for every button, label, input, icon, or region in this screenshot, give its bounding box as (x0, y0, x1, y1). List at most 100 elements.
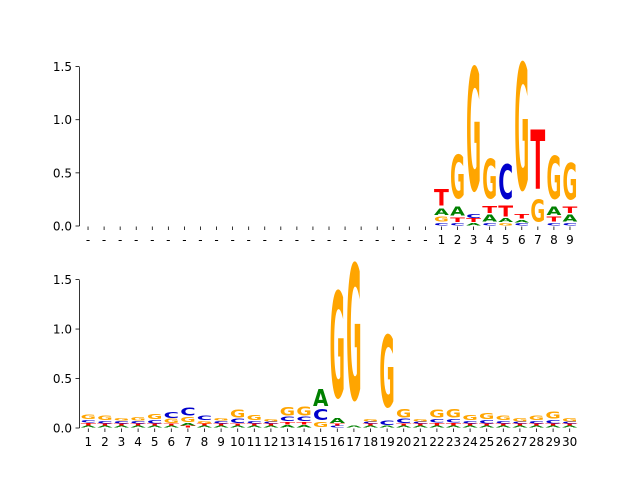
logo-letter-g: G (197, 420, 212, 424)
x-tick-label: 15 (313, 435, 328, 449)
x-tick-label: - (230, 233, 234, 247)
logo-letter-c: C (446, 418, 461, 423)
logo-letter-g: G (379, 315, 394, 430)
logo-letter-c: C (429, 418, 444, 423)
logo-letter-t: T (180, 425, 195, 428)
logo-letter-g: G (213, 417, 228, 421)
x-tick-label: 16 (330, 435, 345, 449)
x-tick-label: 29 (545, 435, 560, 449)
logo-letter-g: G (450, 144, 465, 213)
logo-letter-a: A (562, 426, 577, 429)
logo-letter-a: A (546, 204, 562, 218)
x-tick-label: 11 (247, 435, 262, 449)
x-tick-label: 21 (413, 435, 428, 449)
x-tick-label: 4 (134, 435, 142, 449)
logo-letter-a: A (529, 426, 544, 429)
x-tick-label: - (102, 233, 106, 247)
logo-letter-a: A (413, 426, 428, 429)
logo-letter-c: C (546, 222, 561, 226)
x-tick-label: 1 (438, 233, 446, 247)
x-tick-label: 22 (429, 435, 444, 449)
logo-letter-t: T (164, 424, 179, 427)
logo-letter-g: G (147, 413, 162, 421)
x-tick-label: - (407, 233, 411, 247)
x-tick-label: - (423, 233, 427, 247)
logo-letter-a: A (147, 426, 162, 429)
y-tick-label: 0.0 (53, 422, 72, 436)
x-tick-label: 27 (512, 435, 527, 449)
logo-letter-g: G (130, 416, 145, 421)
logo-letter-c: C (230, 418, 245, 425)
x-tick-label: 17 (346, 435, 361, 449)
x-tick-label: 6 (518, 233, 526, 247)
logo-letter-t: T (479, 424, 494, 427)
x-tick-label: 9 (566, 233, 574, 247)
logo-letter-c: C (529, 420, 544, 424)
logo-letter-a: A (429, 426, 444, 429)
logo-letter-a: A (379, 426, 394, 429)
logo-letter-c: C (466, 213, 481, 219)
logo-letter-g: G (346, 229, 361, 444)
x-tick-label: 1 (84, 435, 92, 449)
logo-letter-t: T (514, 213, 529, 220)
logo-letter-g: G (530, 194, 545, 229)
x-tick-label: - (391, 233, 395, 247)
x-tick-label: - (359, 233, 363, 247)
logo-letter-t: T (429, 422, 444, 426)
logo-letter-a: A (466, 222, 481, 226)
logo-letter-c: C (97, 420, 112, 424)
x-tick-label: - (118, 233, 122, 247)
logo-letter-c: C (379, 420, 394, 427)
x-tick-label: - (86, 233, 90, 247)
logo-letter-t: T (296, 421, 311, 425)
x-tick-label: - (150, 233, 154, 247)
logo-letter-c: C (514, 222, 529, 226)
logo-letter-a: A (434, 207, 449, 218)
logo-letter-c: C (247, 420, 262, 424)
logo-letter-c: C (180, 406, 195, 418)
logo-letter-a: A (498, 218, 513, 224)
x-tick-label: 2 (101, 435, 109, 449)
logo-letter-c: C (164, 410, 179, 420)
logo-letter-t: T (97, 424, 112, 427)
logo-letter-g: G (247, 414, 262, 422)
logo-letter-t: T (562, 424, 577, 427)
logo-letter-a: A (479, 426, 494, 429)
logo-letter-t: T (466, 217, 481, 223)
logo-letter-t: T (546, 215, 562, 224)
logo-letter-c: C (313, 407, 328, 424)
logo-letter-c: C (498, 155, 513, 211)
x-tick-label: - (375, 233, 379, 247)
logo-letter-a: A (180, 423, 195, 427)
logo-letter-g: G (164, 418, 179, 425)
logo-letter-t: T (81, 422, 96, 426)
logo-letter-t: T (529, 424, 544, 427)
x-tick-label: 3 (470, 233, 478, 247)
logo-letter-g: G (280, 405, 295, 418)
x-tick-label: 7 (534, 233, 542, 247)
logo-letter-g: G (563, 153, 578, 211)
logo-letter-t: T (482, 203, 497, 215)
logo-letter-t: T (363, 424, 378, 427)
logo-letter-g: G (313, 421, 328, 429)
logo-letter-t: T (114, 424, 129, 427)
logo-letter-g: G (263, 418, 278, 422)
logo-letter-a: A (512, 426, 527, 429)
logo-letter-t: T (247, 424, 262, 427)
logo-letter-a: A (197, 426, 212, 429)
logo-letter-c: C (363, 422, 378, 425)
logo-letter-a: A (313, 385, 329, 412)
logo-letter-a: A (296, 425, 311, 429)
x-tick-label: - (311, 233, 315, 247)
logo-letter-g: G (81, 414, 96, 421)
logo-letter-a: A (213, 426, 228, 429)
logo-letter-g: G (498, 222, 513, 226)
x-tick-label: 5 (502, 233, 510, 247)
logo-letter-c: C (280, 416, 295, 423)
logo-letter-t: T (545, 424, 560, 427)
logo-letter-g: G (545, 411, 560, 422)
logo-letter-t: T (434, 185, 449, 211)
logo-panel-top: 0.00.51.01.5- - - - - - - - - - - - - - - - - - - - - -1 2 3 4 5 6… (53, 30, 578, 247)
x-tick-label: - (279, 233, 283, 247)
logo-letter-g: G (180, 416, 195, 424)
